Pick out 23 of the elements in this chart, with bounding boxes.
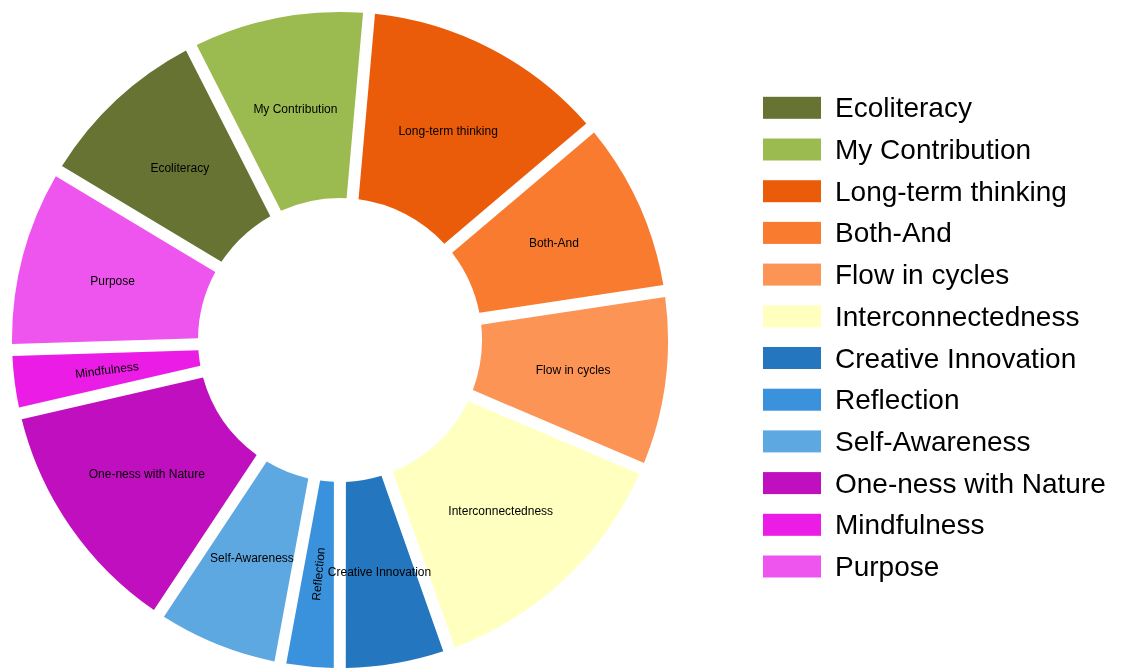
slice-label: My Contribution: [253, 102, 338, 117]
slice-label: Self-Awareness: [210, 550, 294, 565]
legend-label: Both-And: [835, 217, 952, 249]
legend-label: Interconnectedness: [835, 300, 1080, 332]
legend-label: My Contribution: [835, 134, 1032, 165]
slice-label: Mindfulness: [74, 358, 140, 382]
legend-label: Creative Innovation: [835, 342, 1077, 374]
slice-label: Long-term thinking: [398, 124, 498, 139]
slice-label: One-ness with Nature: [88, 466, 206, 481]
legend-label: Purpose: [835, 551, 940, 582]
legend-label: Mindfulness: [835, 509, 985, 541]
slice-label: Reflection: [309, 546, 328, 602]
slice-label: Both-And: [528, 235, 579, 250]
legend-label: Self-Awareness: [835, 425, 1031, 457]
legend-label: One-ness with Nature: [835, 467, 1106, 499]
slice-label: Interconnectedness: [448, 504, 554, 519]
legend-label: Ecoliteracy: [835, 92, 972, 124]
slice-label: Ecoliteracy: [150, 161, 210, 176]
legend-label: Flow in cycles: [835, 259, 1010, 291]
slice-label: Flow in cycles: [535, 362, 611, 377]
slice-label: Purpose: [90, 273, 136, 288]
legend-label: Long-term thinking: [835, 175, 1067, 207]
legend-label: Reflection: [835, 384, 960, 416]
